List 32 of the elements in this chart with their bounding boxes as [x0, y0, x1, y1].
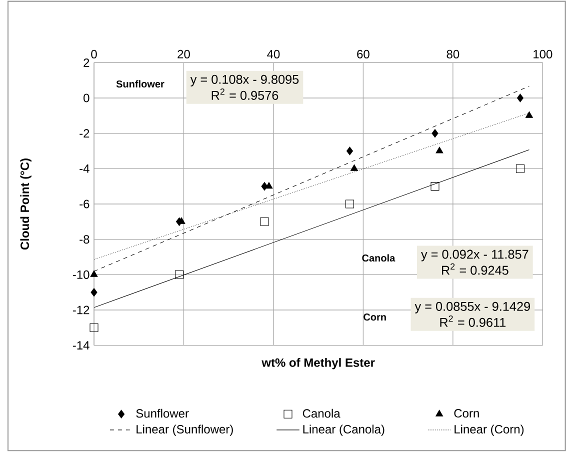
annotation: y = 0.0855x - 9.1429 — [414, 302, 530, 314]
annotation: y = 0.092x - 11.857 — [421, 250, 528, 262]
annotation: Sunflower — [116, 80, 164, 88]
y-tick-label: -10 — [72, 270, 90, 279]
y-axis-title: Cloud Point (°C) — [20, 158, 32, 250]
x-tick-label: 80 — [446, 50, 460, 58]
x-tick-label: 100 — [534, 50, 552, 58]
x-axis-title: wt% of Methyl Ester — [262, 358, 375, 370]
legend-label: Sunflower — [136, 408, 189, 418]
y-tick-label: -6 — [80, 200, 90, 208]
y-tick-label: -8 — [80, 235, 90, 244]
legend-label: Canola — [302, 408, 340, 418]
y-tick-label: 2 — [84, 58, 90, 67]
y-tick-label: -12 — [72, 306, 90, 314]
y-tick-label: -14 — [72, 341, 90, 350]
legend-label: Linear (Corn) — [454, 424, 524, 436]
annotation: y = 0.108x - 9.8095 — [190, 74, 299, 86]
x-tick-label: 60 — [357, 50, 370, 58]
x-tick-label: 0 — [91, 50, 97, 58]
legend-label: Linear (Sunflower) — [136, 424, 233, 436]
annotation: Corn — [364, 314, 386, 321]
y-tick-label: -2 — [80, 129, 90, 138]
y-tick-label: 0 — [84, 94, 90, 102]
x-tick-label: 20 — [178, 50, 190, 58]
annotation: Canola — [362, 254, 396, 262]
annotation: R$^{2}$ = 0.9611 — [440, 315, 506, 327]
annotation: R$^{2}$ = 0.9576 — [212, 88, 278, 100]
legend-label: Corn — [454, 409, 479, 418]
annotation: R$^{2}$ = 0.9245 — [442, 263, 508, 275]
legend-label: Linear (Canola) — [303, 424, 384, 436]
x-tick-label: 40 — [267, 50, 280, 58]
y-tick-label: -4 — [80, 164, 90, 173]
